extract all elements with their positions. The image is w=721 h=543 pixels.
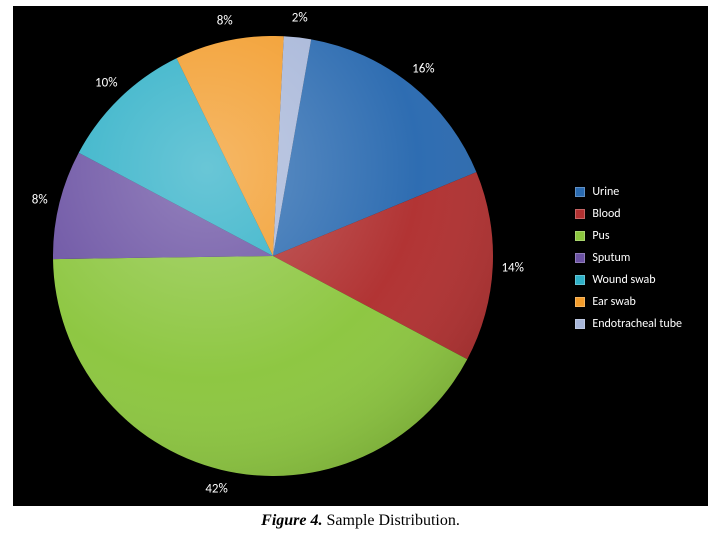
- legend-item-wound-swab: Wound swab: [575, 274, 682, 286]
- legend-swatch: [575, 231, 585, 241]
- legend: Urine Blood Pus Sputum Wound swab Ear swab End…: [575, 186, 682, 330]
- legend-label: Wound swab: [592, 274, 655, 286]
- legend-swatch: [575, 209, 585, 219]
- legend-label: Endotracheal tube: [592, 318, 682, 330]
- legend-swatch: [575, 319, 585, 329]
- legend-label: Ear swab: [592, 296, 635, 308]
- slice-label-sputum: 8%: [32, 192, 48, 207]
- legend-label: Pus: [592, 230, 609, 242]
- legend-swatch: [575, 253, 585, 263]
- legend-item-pus: Pus: [575, 230, 682, 242]
- figure-container: 16%14%42%8%10%8%2% Urine Blood Pus Sputum Wo…: [0, 0, 721, 543]
- legend-item-blood: Blood: [575, 208, 682, 220]
- legend-item-ear-swab: Ear swab: [575, 296, 682, 308]
- legend-item-endotracheal-tube: Endotracheal tube: [575, 318, 682, 330]
- slice-label-blood: 14%: [501, 260, 523, 275]
- legend-item-sputum: Sputum: [575, 252, 682, 264]
- slice-label-ear-swab: 8%: [217, 13, 233, 28]
- legend-label: Urine: [592, 186, 619, 198]
- slice-label-endotracheal-tube: 2%: [292, 10, 308, 25]
- pie-chart: 16%14%42%8%10%8%2%: [53, 36, 493, 476]
- slice-label-pus: 42%: [205, 482, 227, 497]
- legend-swatch: [575, 187, 585, 197]
- legend-swatch: [575, 297, 585, 307]
- legend-label: Sputum: [592, 252, 630, 264]
- chart-canvas: 16%14%42%8%10%8%2% Urine Blood Pus Sputum Wo…: [13, 6, 708, 506]
- pie-bevel-overlay: [53, 36, 493, 476]
- figure-caption-label: Figure 4.: [261, 512, 322, 529]
- figure-caption: Figure 4. Sample Distribution.: [261, 512, 460, 530]
- legend-label: Blood: [592, 208, 620, 220]
- pie-svg: [53, 36, 493, 476]
- legend-item-urine: Urine: [575, 186, 682, 198]
- legend-swatch: [575, 275, 585, 285]
- figure-caption-text: Sample Distribution.: [323, 512, 460, 529]
